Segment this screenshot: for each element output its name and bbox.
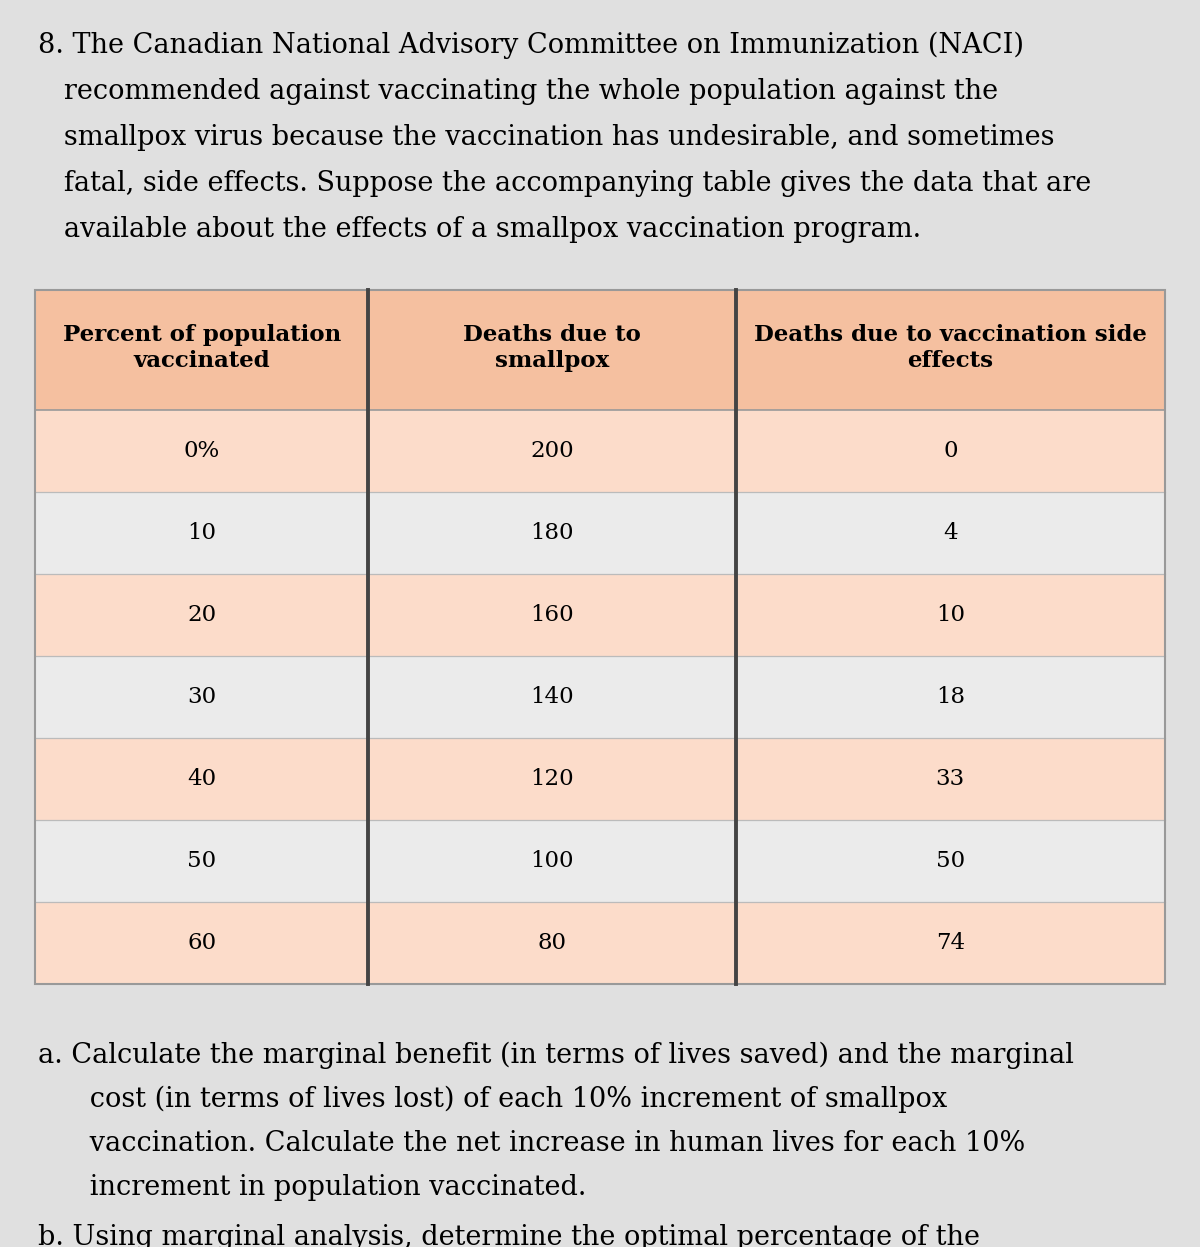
- Bar: [35, 821, 368, 902]
- Text: b. Using marginal analysis, determine the optimal percentage of the: b. Using marginal analysis, determine th…: [38, 1225, 980, 1247]
- Bar: [35, 410, 368, 493]
- Bar: [35, 574, 368, 656]
- Bar: [736, 902, 1165, 984]
- Bar: [736, 656, 1165, 738]
- Text: 30: 30: [187, 686, 216, 708]
- Bar: [35, 656, 368, 738]
- Text: fatal, side effects. Suppose the accompanying table gives the data that are: fatal, side effects. Suppose the accompa…: [38, 170, 1091, 197]
- Text: 0%: 0%: [184, 440, 220, 461]
- Text: Deaths due to
smallpox: Deaths due to smallpox: [463, 324, 641, 372]
- Text: available about the effects of a smallpox vaccination program.: available about the effects of a smallpo…: [38, 216, 922, 243]
- Text: 40: 40: [187, 768, 216, 791]
- Bar: [736, 291, 1165, 410]
- Text: 4: 4: [943, 522, 958, 544]
- Text: 8. The Canadian National Advisory Committee on Immunization (NACI): 8. The Canadian National Advisory Commit…: [38, 32, 1024, 60]
- Text: cost (in terms of lives lost) of each 10% increment of smallpox: cost (in terms of lives lost) of each 10…: [38, 1086, 947, 1114]
- Bar: [35, 902, 368, 984]
- Bar: [736, 821, 1165, 902]
- Bar: [368, 410, 736, 493]
- Bar: [736, 574, 1165, 656]
- Text: Percent of population
vaccinated: Percent of population vaccinated: [62, 324, 341, 372]
- Bar: [736, 493, 1165, 574]
- Text: smallpox virus because the vaccination has undesirable, and sometimes: smallpox virus because the vaccination h…: [38, 123, 1055, 151]
- Text: 50: 50: [936, 850, 965, 872]
- Text: 100: 100: [530, 850, 574, 872]
- Text: Deaths due to vaccination side
effects: Deaths due to vaccination side effects: [754, 324, 1147, 372]
- Bar: [368, 291, 736, 410]
- Bar: [35, 493, 368, 574]
- Bar: [368, 821, 736, 902]
- Bar: [35, 738, 368, 821]
- Text: 200: 200: [530, 440, 574, 461]
- Text: 74: 74: [936, 932, 965, 954]
- Bar: [368, 902, 736, 984]
- Bar: [368, 738, 736, 821]
- Text: increment in population vaccinated.: increment in population vaccinated.: [38, 1173, 587, 1201]
- Text: a. Calculate the marginal benefit (in terms of lives saved) and the marginal: a. Calculate the marginal benefit (in te…: [38, 1042, 1074, 1070]
- Bar: [368, 656, 736, 738]
- Bar: [368, 574, 736, 656]
- Text: 33: 33: [936, 768, 965, 791]
- Bar: [736, 410, 1165, 493]
- Text: 140: 140: [530, 686, 574, 708]
- Text: 0: 0: [943, 440, 958, 461]
- Text: 50: 50: [187, 850, 216, 872]
- Text: 20: 20: [187, 604, 216, 626]
- Bar: [736, 738, 1165, 821]
- Text: 180: 180: [530, 522, 574, 544]
- Text: 80: 80: [538, 932, 566, 954]
- Text: 10: 10: [187, 522, 216, 544]
- Bar: [35, 291, 1165, 984]
- Text: 10: 10: [936, 604, 965, 626]
- Text: 120: 120: [530, 768, 574, 791]
- Text: 18: 18: [936, 686, 965, 708]
- Bar: [35, 291, 368, 410]
- Text: vaccination. Calculate the net increase in human lives for each 10%: vaccination. Calculate the net increase …: [38, 1130, 1025, 1157]
- Text: 160: 160: [530, 604, 574, 626]
- Text: recommended against vaccinating the whole population against the: recommended against vaccinating the whol…: [38, 79, 998, 105]
- Bar: [368, 493, 736, 574]
- Text: 60: 60: [187, 932, 216, 954]
